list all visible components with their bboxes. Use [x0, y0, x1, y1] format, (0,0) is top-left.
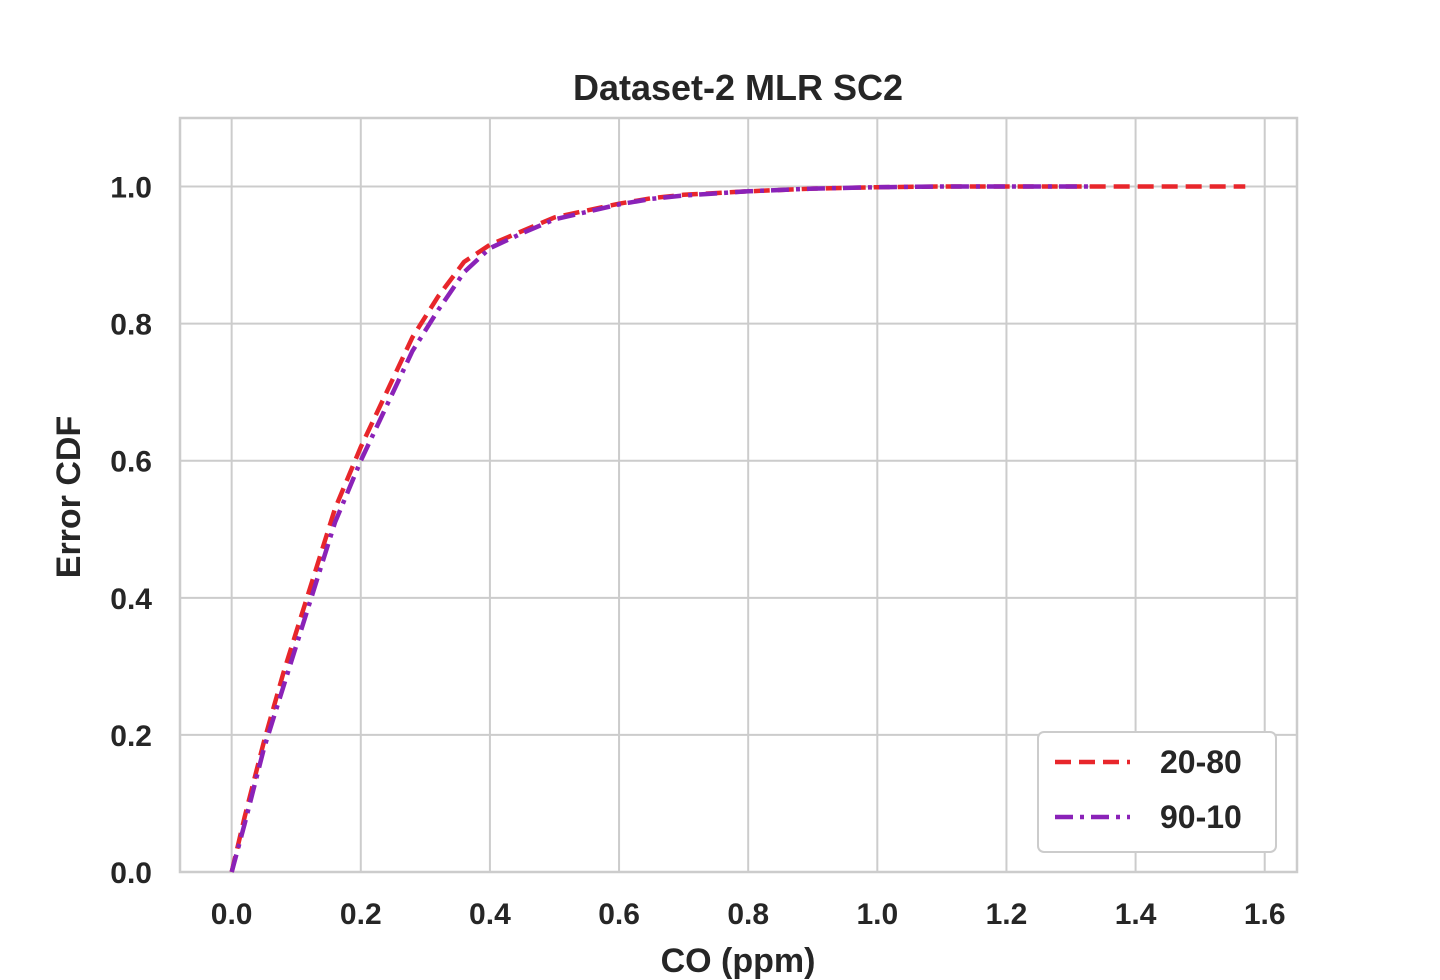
x-tick-label: 1.2: [986, 898, 1028, 931]
x-tick-label: 0.6: [598, 898, 640, 931]
y-tick-label: 0.0: [110, 857, 152, 890]
x-tick-label: 0.2: [340, 898, 382, 931]
x-tick-label: 1.6: [1244, 898, 1286, 931]
series-line-20-80: [229, 184, 1246, 873]
y-tick-label: 0.6: [110, 446, 152, 479]
x-axis-label: CO (ppm): [661, 942, 816, 980]
x-tick-label: 0.4: [469, 898, 511, 931]
x-tick-label: 1.0: [856, 898, 898, 931]
chart-title: Dataset-2 MLR SC2: [573, 67, 903, 108]
y-tick-label: 0.2: [110, 720, 152, 753]
legend-label: 20-80: [1160, 744, 1242, 780]
series-line-90-10: [229, 184, 1091, 873]
x-tick-label: 0.0: [211, 898, 253, 931]
legend: 20-80 90-10: [1037, 731, 1277, 853]
legend-box: [1037, 731, 1277, 853]
x-tick-labels: 0.0 0.2 0.4 0.6 0.8 1.0 1.2 1.4 1.6: [211, 898, 1286, 931]
y-tick-label: 0.8: [110, 309, 152, 342]
series-lines: [229, 184, 1246, 873]
y-axis-label: Error CDF: [50, 416, 88, 578]
x-tick-label: 0.8: [727, 898, 769, 931]
plot-frame: [178, 116, 1299, 874]
y-tick-labels: 0.0 0.2 0.4 0.6 0.8 1.0: [110, 172, 152, 890]
y-tick-label: 0.4: [110, 583, 152, 616]
y-tick-label: 1.0: [110, 172, 152, 205]
legend-label: 90-10: [1160, 799, 1242, 835]
grid-lines: [180, 118, 1297, 873]
x-tick-label: 1.4: [1115, 898, 1157, 931]
